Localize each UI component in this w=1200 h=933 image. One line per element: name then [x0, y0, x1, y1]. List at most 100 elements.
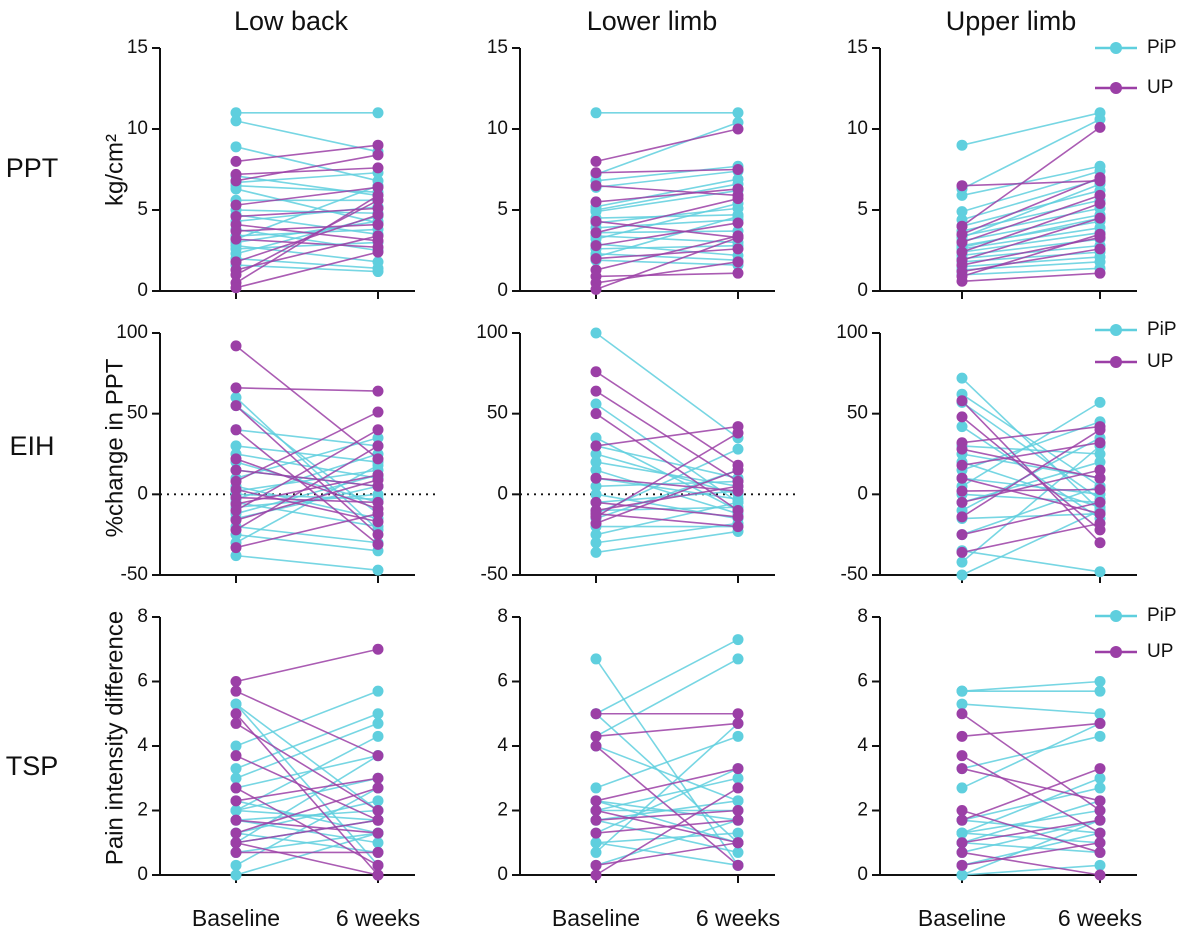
point-6-weeks-pip [732, 496, 744, 508]
point-6-weeks-pip [1094, 730, 1106, 742]
point-6-weeks-up [1094, 228, 1106, 240]
x-tick-label: 6 weeks [696, 905, 780, 931]
pair-line-pip [595, 800, 739, 844]
point-6-weeks-pip [732, 634, 744, 646]
legend-label-pip: PiP [1147, 37, 1177, 58]
pair-line-up [961, 767, 1101, 821]
point-6-weeks-up [1094, 827, 1106, 839]
legend: PiP UP [1095, 37, 1177, 98]
pair-line-up [235, 429, 379, 512]
point-baseline-pip [590, 480, 602, 492]
y-tick-label: 100 [836, 322, 868, 343]
point-baseline-pip [590, 529, 602, 541]
series-up [230, 139, 384, 294]
y-tick-label: 5 [497, 199, 508, 220]
pair-line-pip [595, 178, 739, 208]
point-baseline-up [230, 256, 242, 268]
pair-line-pip [961, 509, 1101, 576]
legend-marker-up [1110, 82, 1122, 94]
pair-line-up [595, 485, 739, 512]
pair-line-pip [961, 256, 1101, 268]
point-baseline-pip [590, 464, 602, 476]
point-6-weeks-up [372, 750, 384, 762]
point-6-weeks-up [372, 406, 384, 418]
point-6-weeks-up [372, 440, 384, 452]
panel-tsp-low-back: 0 2 4 6 8 Baseline 6 weeks Pain intensity diffe… [101, 606, 420, 931]
point-baseline-pip [230, 740, 242, 752]
pair-line-up [235, 512, 379, 549]
point-6-weeks-pip [1094, 113, 1106, 125]
pair-line-up [961, 841, 1101, 867]
point-baseline-pip [590, 327, 602, 339]
pair-line-up [235, 648, 379, 683]
point-baseline-up [230, 827, 242, 839]
pair-line-up [961, 400, 1101, 544]
point-baseline-up [230, 340, 242, 352]
point-baseline-up [230, 483, 242, 495]
panel-ppt-low-back: 0 5 10 15 kg/cm² [101, 37, 415, 301]
point-baseline-up [590, 253, 602, 265]
pair-line-pip [961, 680, 1101, 692]
point-6-weeks-up [732, 267, 744, 279]
point-baseline-up [956, 485, 968, 497]
pair-line-up [235, 458, 379, 510]
series-up [230, 643, 384, 881]
pair-line-up [235, 445, 379, 531]
pair-line-up [961, 819, 1101, 844]
point-baseline-up [956, 708, 968, 720]
point-baseline-pip [956, 139, 968, 151]
y-tick-label: 6 [497, 671, 508, 692]
point-baseline-up [590, 180, 602, 192]
pair-line-pip [961, 112, 1101, 146]
pair-line-up [595, 188, 739, 203]
point-baseline-pip [230, 763, 242, 775]
point-6-weeks-up [1094, 837, 1106, 849]
legend-label-pip: PiP [1147, 319, 1177, 340]
point-baseline-pip [590, 107, 602, 119]
pair-line-up [235, 411, 379, 483]
y-tick-label: 5 [857, 199, 868, 220]
pair-line-pip [961, 819, 1101, 834]
pair-line-up [595, 220, 739, 239]
point-baseline-up [956, 846, 968, 858]
point-baseline-up [956, 472, 968, 484]
point-baseline-pip [956, 685, 968, 697]
pair-line-up [595, 432, 739, 518]
y-tick-label: 0 [497, 280, 508, 301]
point-baseline-pip [956, 827, 968, 839]
row-label-eih: EIH [9, 431, 54, 461]
point-6-weeks-pip [1094, 772, 1106, 784]
point-baseline-pip [590, 782, 602, 794]
point-6-weeks-up [372, 516, 384, 528]
pair-line-pip [961, 217, 1101, 249]
pair-line-pip [595, 713, 739, 844]
pair-line-pip [595, 745, 739, 802]
series-up [590, 708, 744, 881]
pair-line-pip [961, 189, 1101, 227]
y-tick-label: 0 [137, 864, 148, 885]
point-6-weeks-up [732, 193, 744, 205]
point-6-weeks-up [732, 256, 744, 268]
point-6-weeks-up [732, 164, 744, 175]
pair-line-pip [235, 188, 379, 224]
series-up [590, 366, 744, 533]
pair-line-pip [595, 403, 739, 504]
y-tick-label: 6 [137, 671, 148, 692]
point-6-weeks-up [732, 717, 744, 729]
point-6-weeks-up [372, 529, 384, 541]
series-up [956, 121, 1106, 287]
row-label-ppt: PPT [6, 153, 59, 183]
panel-tsp-upper-limb: 0 2 4 6 8 Baseline 6 weeks PiP UP [857, 605, 1176, 931]
legend-marker-up [1110, 356, 1122, 368]
point-6-weeks-up [372, 181, 384, 193]
point-baseline-up [230, 210, 242, 222]
point-6-weeks-up [1094, 496, 1106, 508]
point-baseline-pip [590, 398, 602, 410]
y-tick-label: 15 [487, 37, 508, 58]
pair-line-up [595, 197, 739, 234]
y-tick-label: 50 [487, 403, 508, 424]
pair-line-pip [235, 464, 379, 544]
pair-line-up [235, 251, 379, 289]
pair-line-pip [961, 199, 1101, 232]
